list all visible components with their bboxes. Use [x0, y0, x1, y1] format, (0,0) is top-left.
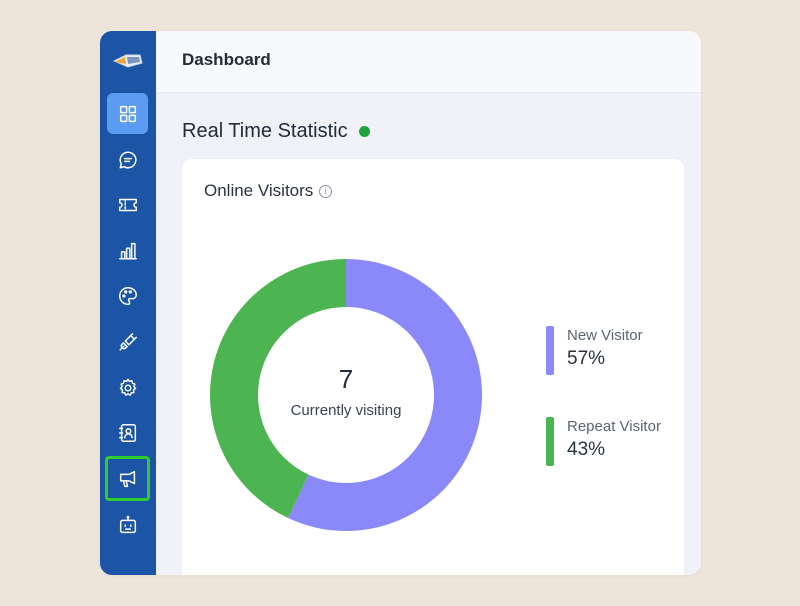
donut-slice-new-visitor[interactable]: [288, 259, 482, 531]
donut-center-label: Currently visiting: [290, 402, 402, 419]
sidebar-item-appearance[interactable]: [107, 275, 148, 316]
bar-chart-icon: [118, 242, 137, 260]
palette-icon: [118, 286, 137, 305]
online-visitors-card: Online Visitors i 7 Currently visiting N…: [182, 159, 684, 575]
dashboard-grid-icon: [119, 105, 136, 122]
card-title-text: Online Visitors: [204, 181, 314, 200]
brand-logo: [112, 49, 144, 73]
info-icon[interactable]: i: [319, 184, 333, 198]
plug-icon: [118, 332, 137, 351]
live-status-dot: [358, 126, 370, 137]
sidebar-item-settings[interactable]: [107, 367, 148, 408]
ticket-icon: [118, 198, 137, 211]
sidebar: [100, 31, 156, 575]
legend-label: New Visitor: [567, 327, 643, 344]
sidebar-item-chats[interactable]: [107, 139, 148, 180]
section-title-text: Real Time Statistic: [182, 120, 348, 142]
legend-swatch: [546, 417, 554, 466]
gear-icon: [119, 378, 136, 396]
sidebar-item-dashboard[interactable]: [107, 93, 148, 134]
visitors-donut-chart: [210, 259, 482, 531]
sidebar-item-tickets[interactable]: [107, 184, 148, 225]
legend-value: 57%: [567, 348, 606, 369]
topbar: Dashboard: [156, 31, 701, 93]
sidebar-item-contacts[interactable]: [107, 412, 148, 453]
legend-value: 43%: [567, 439, 606, 460]
legend-swatch: [546, 326, 554, 375]
sidebar-item-chatbot[interactable]: [107, 504, 148, 545]
sidebar-item-reports[interactable]: [107, 230, 148, 271]
sidebar-item-integrations[interactable]: [107, 321, 148, 362]
megaphone-icon: [119, 470, 135, 487]
app-window: Dashboard Real Time Statistic Online Vis…: [100, 31, 701, 575]
robot-icon: [119, 515, 136, 533]
section-title: Real Time Statistic: [182, 120, 370, 143]
contacts-book-icon: [118, 423, 136, 442]
legend-label: Repeat Visitor: [567, 418, 661, 435]
donut-center-value: 7: [338, 364, 354, 394]
card-title: Online Visitors i: [204, 181, 333, 201]
donut-slice-repeat-visitor[interactable]: [210, 259, 346, 519]
sidebar-item-campaigns[interactable]: [105, 456, 150, 501]
chat-bubble-icon: [118, 150, 137, 169]
main-content: Dashboard Real Time Statistic Online Vis…: [156, 31, 701, 575]
page-title: Dashboard: [182, 50, 271, 69]
